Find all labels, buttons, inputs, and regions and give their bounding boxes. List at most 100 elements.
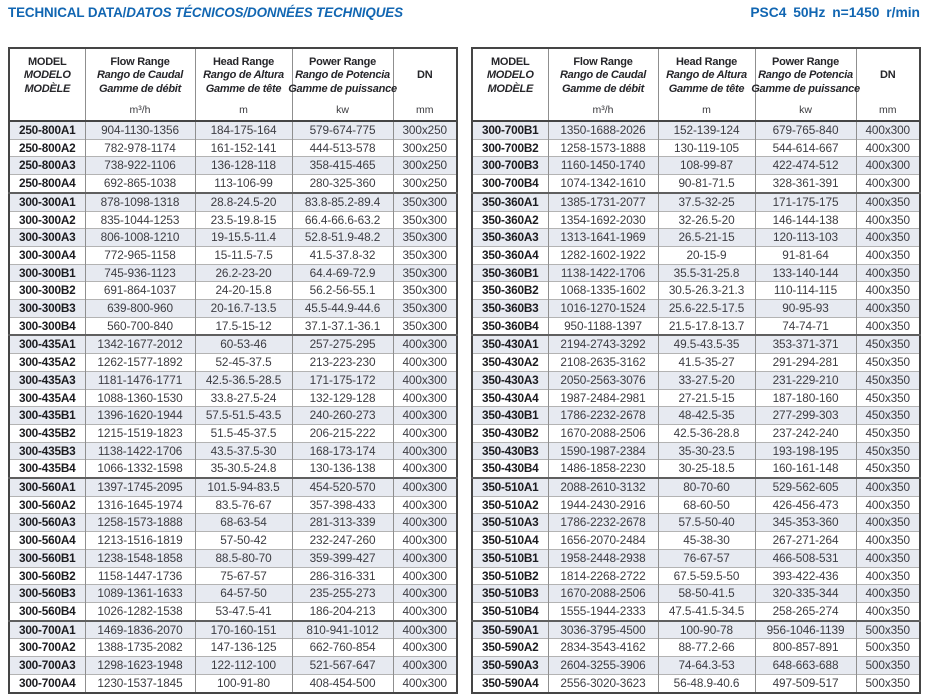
cell-power: 74-74-71 xyxy=(754,316,856,336)
cell-head: 184-175-164 xyxy=(194,120,292,140)
cell-flow: 772-965-1158 xyxy=(84,245,195,265)
table-row: 300-300B2 691-864-1037 24-20-15.8 56.2-56-5… xyxy=(9,281,457,300)
cell-power: 132-129-128 xyxy=(291,388,393,407)
column-header-line: Gamme de tête xyxy=(668,82,745,95)
cell-head: 64-57-50 xyxy=(194,584,292,603)
cell-head: 35-30.5-24.8 xyxy=(194,459,292,479)
cell-model: 300-560B4 xyxy=(9,601,85,621)
cell-power: 359-399-427 xyxy=(291,548,393,568)
cell-power: 454-520-570 xyxy=(291,477,393,497)
cell-power: 168-173-174 xyxy=(291,441,393,460)
cell-head: 88-77.2-66 xyxy=(657,638,755,657)
cell-model: 300-700A2 xyxy=(9,638,85,657)
cell-power: 291-294-281 xyxy=(754,353,856,372)
cell-model: 350-430A4 xyxy=(472,388,548,407)
table-row: 300-700A1 1469-1836-2070 170-160-151 810-94… xyxy=(9,619,457,639)
column-header-names: DN xyxy=(857,49,920,103)
cell-flow: 2108-2635-3162 xyxy=(547,353,658,372)
cell-model: 300-700B2 xyxy=(472,138,548,157)
cell-power: 277-299-303 xyxy=(754,406,856,425)
cell-flow: 1074-1342-1610 xyxy=(547,174,658,193)
table-row: 350-430B1 1786-2232-2678 48-42.5-35 277-299… xyxy=(472,406,920,425)
column-header-line: Rango de Potencia xyxy=(758,69,853,82)
cell-head: 30.5-26.3-21.3 xyxy=(657,281,755,300)
cell-power: 466-508-531 xyxy=(754,548,856,568)
cell-model: 300-300A4 xyxy=(9,245,85,265)
cell-model: 250-800A4 xyxy=(9,174,85,193)
cell-dn: 400x350 xyxy=(855,228,920,247)
cell-head: 37.5-32-25 xyxy=(657,191,755,212)
cell-flow: 1944-2430-2916 xyxy=(547,495,658,514)
cell-power: 66.4-66.6-63.2 xyxy=(291,210,393,229)
column-header-line: Head Range xyxy=(212,55,275,68)
cell-flow: 1313-1641-1969 xyxy=(547,228,658,247)
table-row: 300-435B4 1066-1332-1598 35-30.5-24.8 130-1… xyxy=(9,459,457,479)
cell-power: 45.5-44.9-44.6 xyxy=(291,299,393,318)
cell-power: 281-313-339 xyxy=(291,513,393,532)
table-row: 300-300A2 835-1044-1253 23.5-19.8-15 66.4-6… xyxy=(9,210,457,229)
cell-power: 521-567-647 xyxy=(291,656,393,675)
cell-head: 74-64.3-53 xyxy=(657,656,755,675)
cell-power: 408-454-500 xyxy=(291,673,393,693)
cell-model: 300-300A1 xyxy=(9,191,85,212)
column-header-line: Rango de Potencia xyxy=(295,69,390,82)
column-header-line: Gamme de débit xyxy=(98,82,182,95)
table-row: 350-590A1 3036-3795-4500 100-90-78 956-1046… xyxy=(472,619,920,639)
cell-flow: 2604-3255-3906 xyxy=(547,656,658,675)
column-unit: m³/h xyxy=(129,104,151,116)
cell-flow: 1258-1573-1888 xyxy=(84,513,195,532)
cell-head: 108-99-87 xyxy=(657,156,755,175)
column-header-names: Power Range Rango de Potencia Gamme de pui… xyxy=(288,49,397,103)
cell-power: 320-335-344 xyxy=(754,584,856,603)
cell-dn: 350x300 xyxy=(392,263,457,282)
cell-head: 83.5-76-67 xyxy=(194,495,292,514)
cell-dn: 400x300 xyxy=(392,459,457,479)
cell-dn: 400x300 xyxy=(392,353,457,372)
cell-power: 83.8-85.2-89.4 xyxy=(291,191,393,212)
cell-model: 350-430B3 xyxy=(472,441,548,460)
cell-flow: 1215-1519-1823 xyxy=(84,423,195,443)
cell-dn: 400x300 xyxy=(855,156,920,175)
cell-power: 426-456-473 xyxy=(754,495,856,514)
cell-flow: 1590-1987-2384 xyxy=(547,441,658,460)
cell-head: 45-38-30 xyxy=(657,531,755,550)
table-row: 350-510B4 1555-1944-2333 47.5-41.5-34.5 258… xyxy=(472,601,920,621)
cell-power: 267-271-264 xyxy=(754,531,856,550)
column-header-line: MODÈLE xyxy=(487,82,534,95)
cell-head: 42.5-36-28.8 xyxy=(657,423,755,443)
table-row: 300-560A3 1258-1573-1888 68-63-54 281-313-3… xyxy=(9,513,457,532)
cell-dn: 500x350 xyxy=(855,656,920,675)
cell-dn: 400x300 xyxy=(392,566,457,585)
cell-model: 350-430B2 xyxy=(472,423,548,443)
cell-head: 75-67-57 xyxy=(194,566,292,585)
table-row: 300-700A2 1388-1735-2082 147-136-125 662-76… xyxy=(9,638,457,657)
cell-flow: 1388-1735-2082 xyxy=(84,638,195,657)
cell-model: 300-700A4 xyxy=(9,673,85,693)
table-row: 300-700B4 1074-1342-1610 90-81-71.5 328-361… xyxy=(472,174,920,193)
cell-dn: 450x350 xyxy=(855,459,920,479)
cell-power: 579-674-775 xyxy=(291,120,393,140)
cell-model: 300-435B2 xyxy=(9,423,85,443)
cell-flow: 1066-1332-1598 xyxy=(84,459,195,479)
column-unit: m xyxy=(239,104,248,116)
cell-power: 679-765-840 xyxy=(754,120,856,140)
cell-power: 232-247-260 xyxy=(291,531,393,550)
cell-flow: 1016-1270-1524 xyxy=(547,299,658,318)
cell-dn: 400x300 xyxy=(392,531,457,550)
cell-power: 171-175-175 xyxy=(754,191,856,212)
column-header-dn: DN mm xyxy=(392,48,457,122)
header-row: MODEL MODELO MODÈLE Flow Range Rango de Caud… xyxy=(9,48,457,122)
cell-head: 113-106-99 xyxy=(194,174,292,193)
cell-power: 133-140-144 xyxy=(754,263,856,282)
cell-flow: 1230-1537-1845 xyxy=(84,673,195,693)
cell-model: 250-800A2 xyxy=(9,138,85,157)
cell-power: 257-275-295 xyxy=(291,334,393,354)
cell-head: 161-152-141 xyxy=(194,138,292,157)
cell-model: 300-700B3 xyxy=(472,156,548,175)
table-row: 350-510A2 1944-2430-2916 68-60-50 426-456-4… xyxy=(472,495,920,514)
column-header-names: Flow Range Rango de Caudal Gamme de débit xyxy=(86,49,195,103)
cell-model: 350-360A2 xyxy=(472,210,548,229)
cell-head: 49.5-43.5-35 xyxy=(657,334,755,354)
cell-flow: 639-800-960 xyxy=(84,299,195,318)
cell-model: 300-435B1 xyxy=(9,406,85,425)
